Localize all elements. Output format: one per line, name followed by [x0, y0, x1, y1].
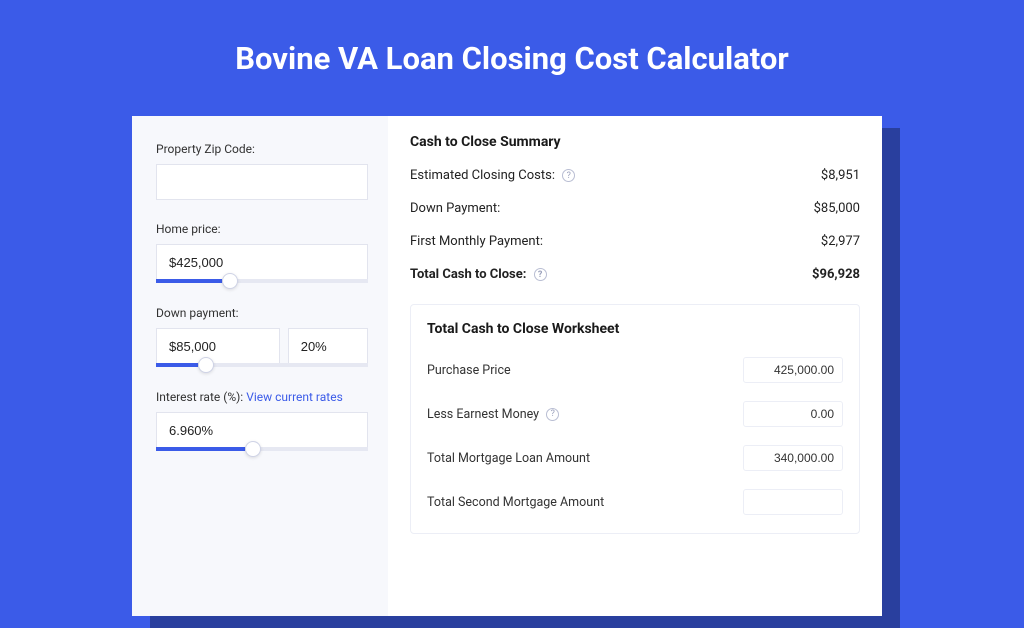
summary-row-down-payment: Down Payment: $85,000 — [410, 201, 860, 216]
down-payment-pct-input[interactable] — [288, 328, 368, 364]
summary-value: $2,977 — [821, 234, 860, 249]
zip-label: Property Zip Code: — [156, 142, 368, 156]
ws-label-text: Less Earnest Money — [427, 407, 539, 422]
slider-fill — [156, 363, 198, 367]
interest-rate-label-text: Interest rate (%): — [156, 390, 246, 404]
ws-value-input[interactable] — [743, 489, 843, 515]
summary-value: $85,000 — [814, 201, 860, 216]
slider-thumb[interactable] — [245, 441, 261, 457]
down-payment-block: Down payment: — [156, 306, 368, 368]
slider-fill — [156, 279, 222, 283]
page-title: Bovine VA Loan Closing Cost Calculator — [0, 0, 1024, 105]
zip-field-block: Property Zip Code: — [156, 142, 368, 200]
home-price-input[interactable] — [156, 244, 368, 280]
down-payment-row — [156, 328, 368, 364]
slider-track — [156, 447, 368, 451]
down-payment-label: Down payment: — [156, 306, 368, 320]
interest-rate-label: Interest rate (%): View current rates — [156, 390, 368, 404]
help-icon[interactable]: ? — [534, 268, 547, 281]
help-icon[interactable]: ? — [562, 169, 575, 182]
ws-row-earnest-money: Less Earnest Money ? — [427, 401, 843, 427]
summary-pane: Cash to Close Summary Estimated Closing … — [388, 116, 882, 616]
summary-value: $8,951 — [821, 168, 860, 183]
slider-fill — [156, 447, 245, 451]
summary-row-closing-costs: Estimated Closing Costs: ? $8,951 — [410, 168, 860, 183]
ws-row-second-mortgage: Total Second Mortgage Amount — [427, 489, 843, 515]
slider-thumb[interactable] — [198, 357, 214, 373]
summary-label: Total Cash to Close: ? — [410, 267, 547, 282]
summary-row-total: Total Cash to Close: ? $96,928 — [410, 267, 860, 282]
interest-rate-input[interactable] — [156, 412, 368, 448]
summary-label-text: Estimated Closing Costs: — [410, 168, 555, 183]
worksheet-heading: Total Cash to Close Worksheet — [427, 321, 843, 337]
home-price-slider[interactable] — [156, 280, 368, 284]
summary-heading: Cash to Close Summary — [410, 134, 860, 150]
summary-row-first-payment: First Monthly Payment: $2,977 — [410, 234, 860, 249]
summary-label: Estimated Closing Costs: ? — [410, 168, 575, 183]
slider-track — [156, 279, 368, 283]
help-icon[interactable]: ? — [546, 408, 559, 421]
ws-label: Total Mortgage Loan Amount — [427, 451, 590, 466]
ws-value-input[interactable] — [743, 445, 843, 471]
summary-value: $96,928 — [812, 267, 860, 282]
home-price-label: Home price: — [156, 222, 368, 236]
view-rates-link[interactable]: View current rates — [246, 390, 343, 404]
page-root: Bovine VA Loan Closing Cost Calculator P… — [0, 0, 1024, 512]
ws-label: Less Earnest Money ? — [427, 407, 559, 422]
slider-track — [156, 363, 368, 367]
ws-value-input[interactable] — [743, 401, 843, 427]
worksheet-card: Total Cash to Close Worksheet Purchase P… — [410, 304, 860, 534]
interest-rate-block: Interest rate (%): View current rates — [156, 390, 368, 452]
ws-label: Purchase Price — [427, 363, 511, 378]
calculator-card: Property Zip Code: Home price: Down paym… — [132, 116, 882, 616]
inputs-pane: Property Zip Code: Home price: Down paym… — [132, 116, 388, 616]
zip-input[interactable] — [156, 164, 368, 200]
summary-label-text: Total Cash to Close: — [410, 267, 526, 282]
ws-value-input[interactable] — [743, 357, 843, 383]
ws-row-purchase-price: Purchase Price — [427, 357, 843, 383]
summary-label: First Monthly Payment: — [410, 234, 543, 249]
slider-thumb[interactable] — [222, 273, 238, 289]
ws-row-mortgage-amount: Total Mortgage Loan Amount — [427, 445, 843, 471]
summary-label: Down Payment: — [410, 201, 500, 216]
ws-label: Total Second Mortgage Amount — [427, 495, 604, 510]
down-payment-slider[interactable] — [156, 364, 368, 368]
interest-rate-slider[interactable] — [156, 448, 368, 452]
down-payment-input[interactable] — [156, 328, 280, 364]
home-price-block: Home price: — [156, 222, 368, 284]
